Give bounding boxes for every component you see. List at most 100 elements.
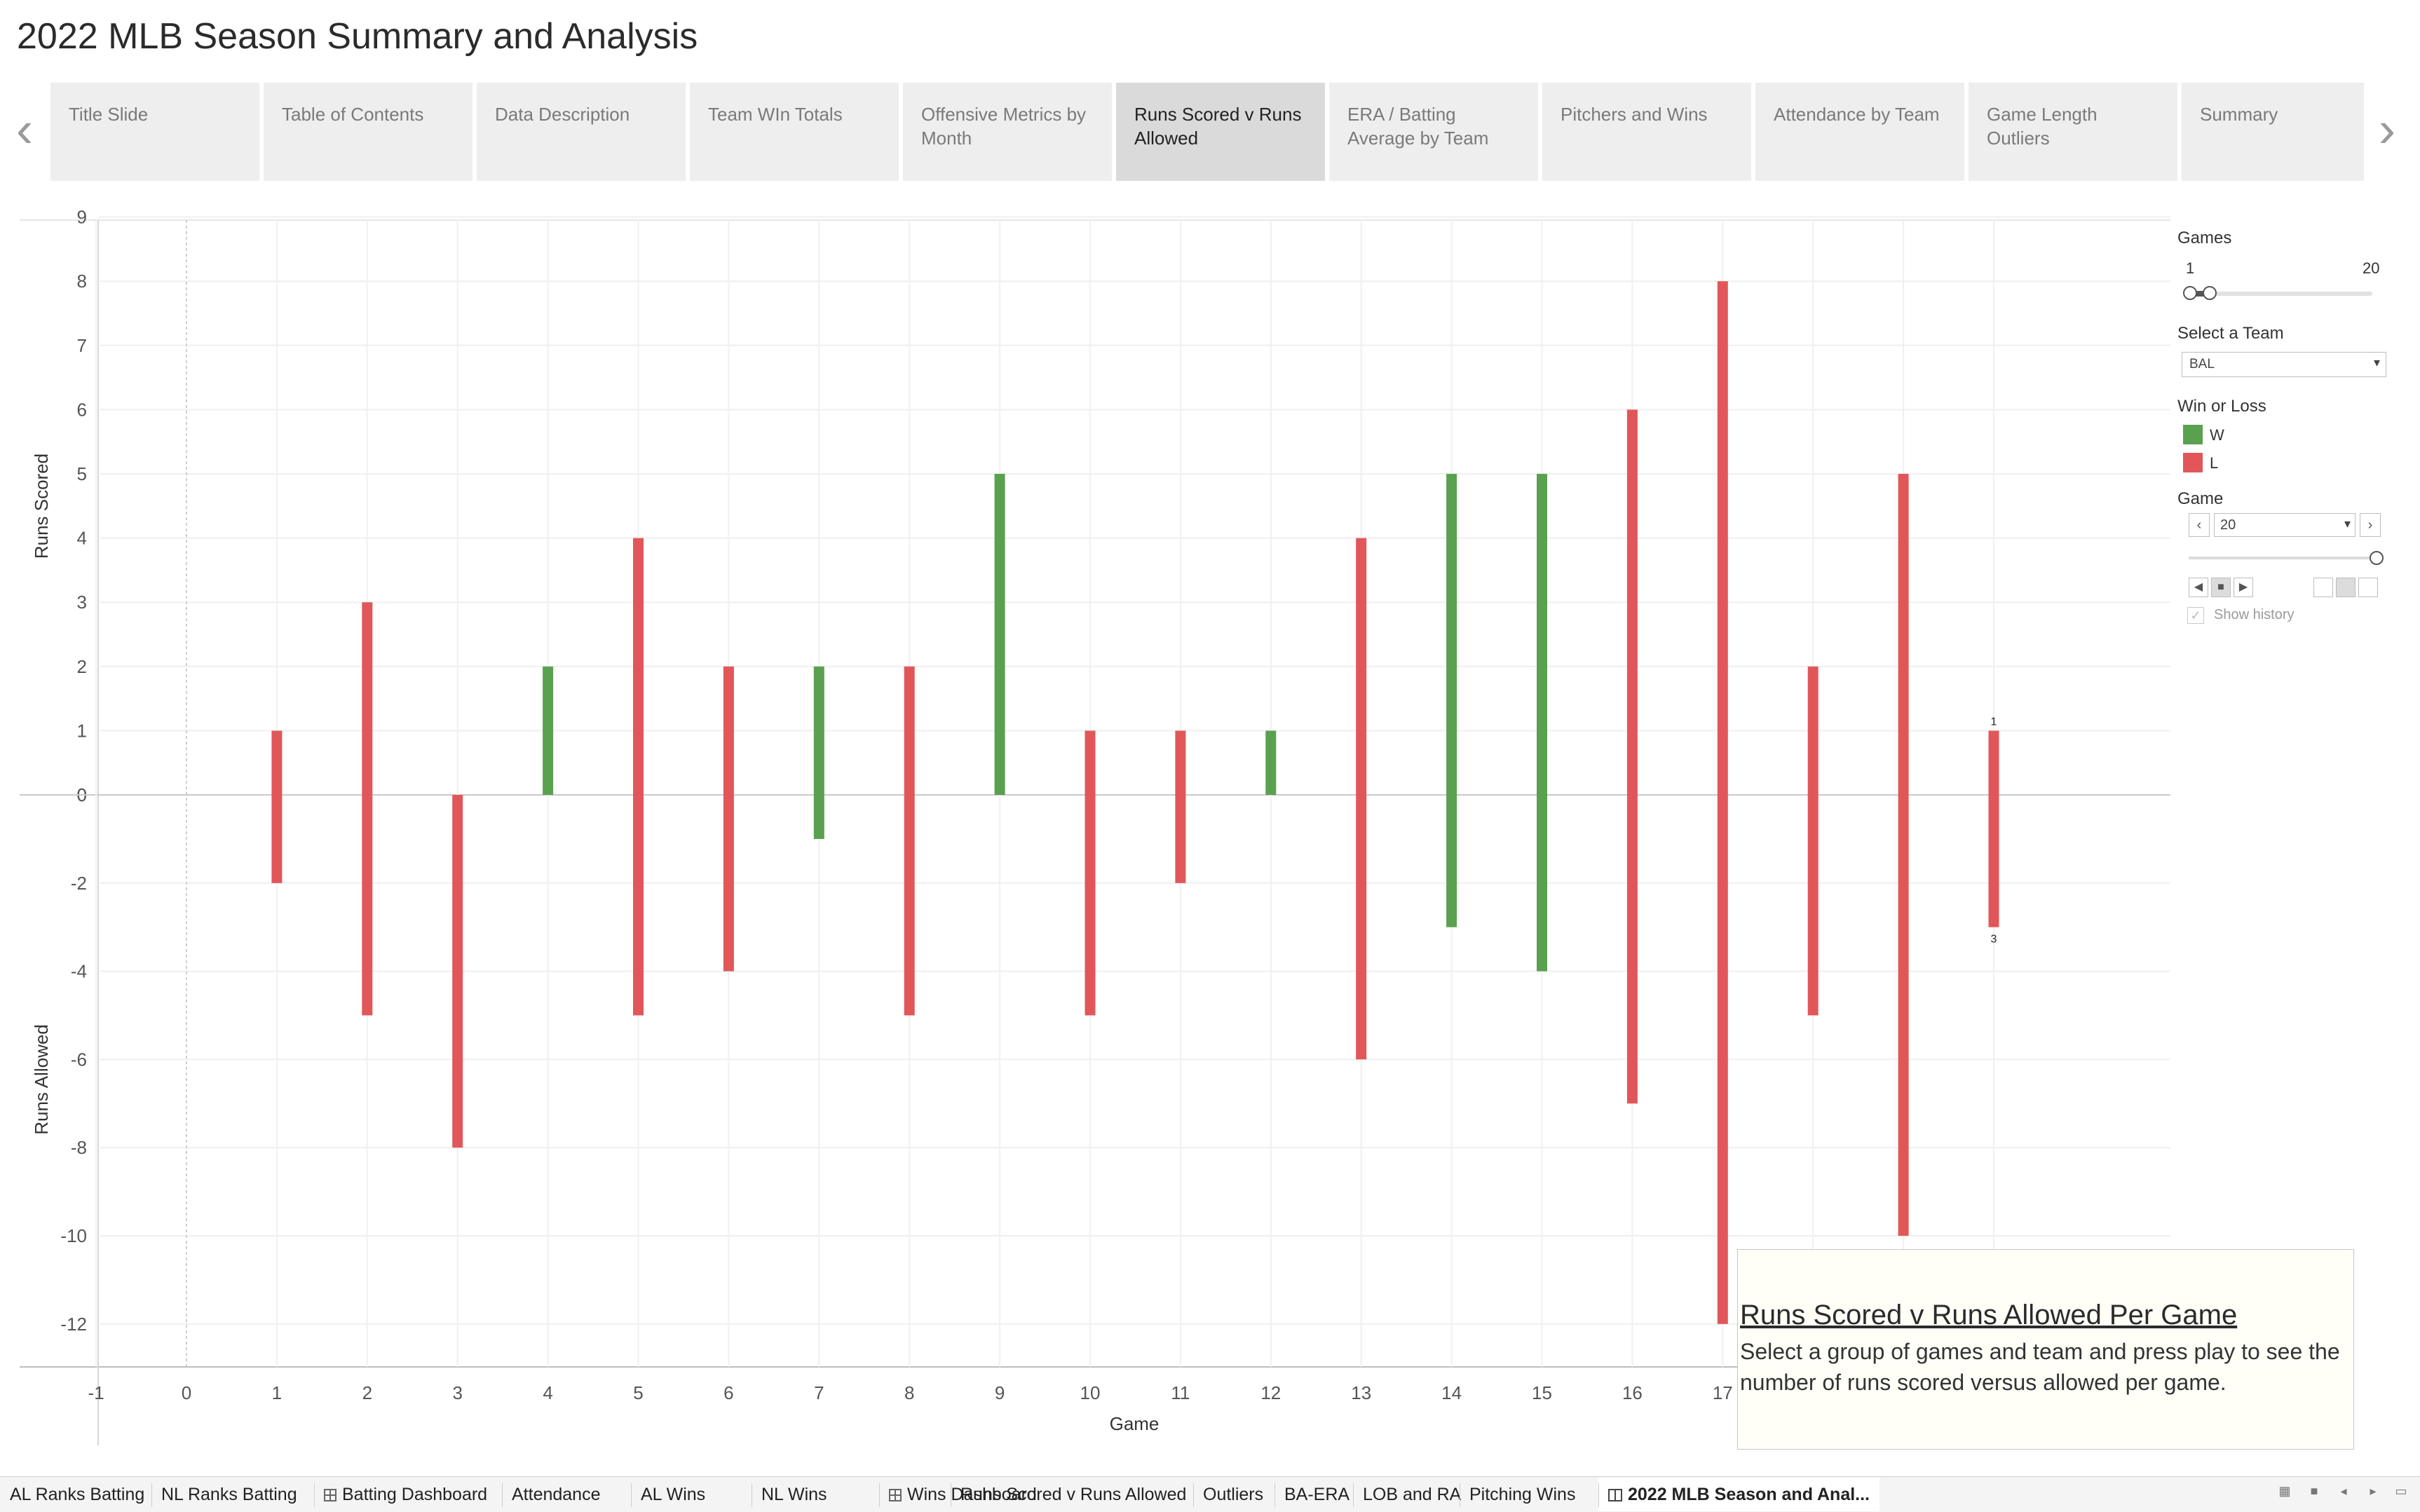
story-tab-data-description[interactable]: Data Description [477,83,686,181]
bar-runs-allowed-game-7 [813,795,824,839]
y-tick-scored-label: 9 [77,210,87,228]
story-tab-table-of-contents[interactable]: Table of Contents [264,83,473,181]
speed-fast-button[interactable] [2358,578,2378,597]
x-tick-label: 6 [723,1382,733,1403]
dashboard-icon [889,1489,902,1501]
story-tab-team-win-totals[interactable]: Team WIn Totals [690,83,899,181]
y-tick-scored-label: 8 [77,271,87,292]
chevron-down-icon: ▾ [2373,355,2380,369]
y-tick-allowed-label: -8 [71,1137,87,1158]
games-range-handle-low[interactable] [2183,286,2197,300]
sheet-tab-bar [0,1476,2420,1512]
x-tick-label: 7 [814,1382,824,1403]
legend-swatch-w[interactable] [2183,425,2203,444]
sheet-tab-divider [879,1483,880,1507]
bar-runs-scored-game-13 [1356,538,1367,795]
y-tick-allowed-label: -10 [60,1225,87,1246]
sheet-tab-lob-and-ra[interactable]: LOB and RA [1353,1478,1471,1511]
story-tab-runs-scored-v-runs-allowed[interactable]: Runs Scored v Runs Allowed [1116,83,1325,181]
bar-runs-allowed-game-3 [452,795,463,1148]
story-tab-summary[interactable]: Summary [2182,83,2364,181]
bar-runs-scored-game-4 [543,666,554,795]
story-next-arrow-icon[interactable]: › [2379,102,2395,158]
y-axis-title-scored: Runs Scored [31,454,52,559]
x-tick-label: 3 [452,1382,462,1403]
scroll-tabs-right-icon[interactable]: ▸ [2370,1484,2377,1498]
show-history-label: Show history [2214,607,2295,622]
x-tick-label: 4 [543,1382,552,1403]
x-tick-label: 1 [272,1382,282,1403]
game-slider-handle[interactable] [2370,551,2384,565]
caption-box [1737,1249,2354,1450]
legend-swatch-l[interactable] [2183,453,2203,472]
sheet-tab-attendance[interactable]: Attendance [502,1478,611,1511]
sheet-tab-outliers[interactable]: Outliers [1193,1478,1273,1511]
x-tick-label: 2 [362,1382,372,1403]
story-tab-game-length-outliers[interactable]: Game Length Outliers [1969,83,2177,181]
legend-label-l: L [2210,454,2219,472]
bar-runs-allowed-game-13 [1356,795,1367,1060]
x-tick-label: 16 [1622,1382,1643,1403]
sheet-tab-2022-mlb-season-and-anal[interactable]: 2022 MLB Season and Anal... [1598,1478,1880,1511]
show-history-checkbox[interactable]: ✓ [2187,607,2204,624]
sheet-tab-ba-era[interactable]: BA-ERA [1274,1478,1359,1511]
sheet-tab-divider [631,1483,632,1507]
bar-runs-scored-game-11 [1175,730,1186,795]
chevron-down-icon: ▾ [2344,517,2351,531]
sheet-tab-batting-dashboard[interactable]: Batting Dashboard [314,1478,497,1511]
sheet-tab-divider [314,1483,315,1507]
sheet-tab-label: Runs Scored v Runs Allowed [960,1485,1187,1504]
game-dropdown[interactable]: 20 ▾ [2214,513,2356,537]
y-axis-title-allowed: Runs Allowed [31,1024,52,1135]
story-tab-offensive-metrics-by-month[interactable]: Offensive Metrics by Month [903,83,1112,181]
team-filter-label: Select a Team [2177,324,2284,343]
bar-runs-scored-game-2 [362,602,373,795]
sheet-tab-label: NL Wins [761,1485,827,1504]
x-tick-label: 0 [182,1382,191,1403]
story-prev-arrow-icon[interactable]: ‹ [16,102,33,158]
sheet-tab-al-ranks-batting[interactable]: AL Ranks Batting [0,1478,154,1511]
speed-normal-button[interactable] [2336,578,2356,597]
presentation-mode-icon[interactable]: ▭ [2395,1484,2407,1498]
y-tick-allowed-label: -12 [60,1314,87,1335]
sheet-tab-nl-ranks-batting[interactable]: NL Ranks Batting [151,1478,307,1511]
x-tick-label: 15 [1532,1382,1552,1403]
sheet-tab-divider [1598,1483,1599,1507]
bar-runs-allowed-game-17 [1717,795,1728,1324]
pause-button[interactable]: ■ [2211,578,2231,597]
dashboard-icon [324,1489,337,1501]
games-filter-min: 1 [2186,259,2195,277]
game-next-button[interactable]: › [2360,513,2381,537]
sheet-tab-al-wins[interactable]: AL Wins [631,1478,715,1511]
story-tab-attendance-by-team[interactable]: Attendance by Team [1755,83,1964,181]
story-title: 2022 MLB Season Summary and Analysis [17,16,698,57]
play-forward-button[interactable]: ▶ [2234,578,2253,597]
games-range-fill [2189,291,2208,297]
show-filmstrip-icon[interactable]: ▦ [2278,1484,2291,1498]
story-tab-era-batting-average-by-team[interactable]: ERA / Batting Average by Team [1329,83,1538,181]
sheet-tab-label: BA-ERA [1284,1485,1350,1504]
game-prev-button[interactable]: ‹ [2189,513,2210,537]
play-backward-button[interactable]: ◀ [2189,578,2208,597]
x-tick-label: 17 [1713,1382,1733,1403]
sheet-tab-nl-wins[interactable]: NL Wins [752,1478,837,1511]
show-sheet-sorter-icon[interactable]: ■ [2310,1484,2318,1498]
sheet-tab-label: Wins Dashboard [907,1485,1037,1504]
sheet-tab-wins-dashboard[interactable]: Wins Dashboard [879,1478,1047,1511]
sheet-tab-pitching-wins[interactable]: Pitching Wins [1460,1478,1585,1511]
bar-runs-allowed-game-6 [723,795,734,972]
x-tick-label: -1 [88,1382,104,1403]
x-tick-label: 13 [1351,1382,1371,1403]
scroll-tabs-left-icon[interactable]: ◂ [2340,1484,2347,1498]
game-slider-track [2189,557,2377,559]
bar-runs-allowed-game-5 [633,795,644,1016]
games-range-handle-high[interactable] [2202,286,2217,300]
story-tab-title-slide[interactable]: Title Slide [50,83,259,181]
games-range-track [2189,292,2372,296]
bar-runs-allowed-game-18 [1807,795,1819,1016]
story-tab-pitchers-and-wins[interactable]: Pitchers and Wins [1542,83,1751,181]
sheet-tab-runs-scored-v-runs-allowed[interactable]: Runs Scored v Runs Allowed [951,1478,1196,1511]
y-tick-scored-label: 3 [77,592,87,613]
speed-slow-button[interactable] [2313,578,2333,597]
team-dropdown[interactable]: BAL ▾ [2182,352,2386,377]
